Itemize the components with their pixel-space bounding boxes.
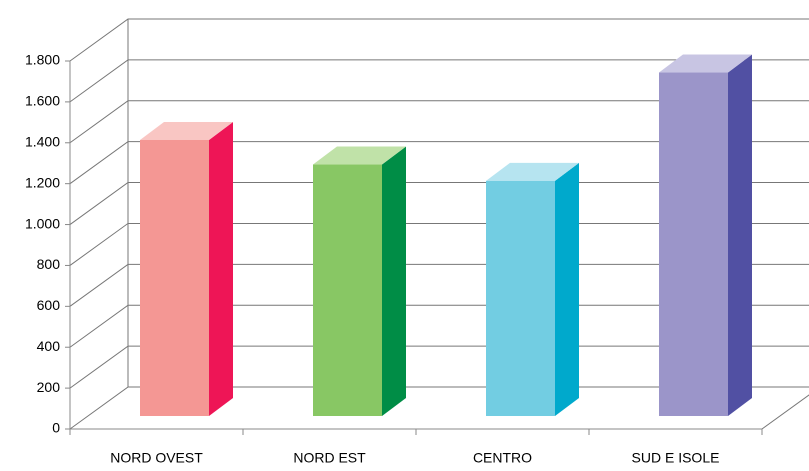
x-tick-label: SUD E ISOLE — [632, 450, 720, 466]
grid-line — [69, 100, 809, 144]
x-tick-label: NORD OVEST — [110, 450, 203, 466]
y-tick-label: 1.800 — [25, 52, 60, 68]
y-tick-label: 1.200 — [25, 174, 60, 190]
grid-line — [69, 345, 809, 389]
y-tick-label: 1.600 — [25, 93, 60, 109]
bar-side — [209, 122, 233, 416]
grid-line — [69, 59, 809, 103]
grid-line — [69, 182, 809, 225]
bar-top — [659, 54, 752, 73]
y-tick-label: 200 — [37, 379, 61, 395]
bar — [659, 72, 728, 417]
grid-line — [69, 386, 809, 430]
y-tick-label: 400 — [37, 338, 61, 354]
bar-side — [728, 54, 752, 417]
bar — [140, 140, 209, 416]
y-tick-label: 1.000 — [25, 215, 60, 231]
grid-line — [69, 141, 809, 185]
bar-side — [555, 162, 579, 416]
bar — [486, 180, 555, 416]
grid-line — [69, 304, 809, 348]
bar — [313, 164, 382, 416]
y-tick-label: 1.400 — [25, 133, 60, 149]
grid-line — [69, 18, 809, 62]
bar-top — [313, 146, 406, 165]
x-tick-label: NORD EST — [293, 450, 366, 466]
y-tick-label: 800 — [37, 256, 61, 272]
grid-line — [69, 222, 809, 266]
bar-side — [382, 146, 406, 417]
x-tick-label: CENTRO — [473, 450, 532, 466]
grid-line — [69, 263, 809, 307]
floor-right-edge — [761, 394, 809, 430]
bar-top — [486, 162, 579, 181]
y-tick-label: 600 — [37, 297, 61, 313]
y-tick-label: 0 — [52, 420, 60, 436]
bar-top — [140, 122, 233, 140]
